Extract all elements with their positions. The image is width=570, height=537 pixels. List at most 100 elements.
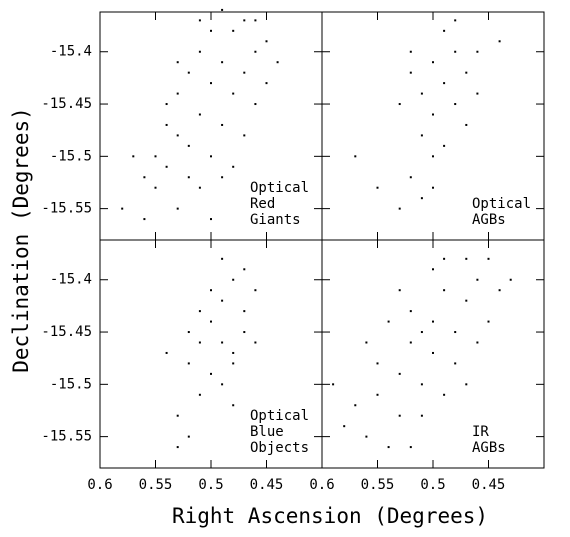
point (143, 176, 146, 179)
point (165, 165, 168, 168)
x-tick-label: 0.6 (87, 477, 112, 493)
point (454, 362, 457, 365)
point (176, 446, 179, 449)
point (409, 71, 412, 74)
point (420, 134, 423, 137)
point (387, 320, 390, 323)
point (221, 257, 224, 260)
panel-frame (321, 239, 545, 469)
point (432, 61, 434, 64)
point (210, 320, 212, 323)
x-tick-label: 0.5 (420, 477, 445, 493)
panel-frame (99, 239, 323, 469)
point (454, 50, 457, 53)
point (420, 331, 423, 334)
point (476, 341, 479, 344)
panel-label: Optical (250, 180, 309, 196)
point (476, 50, 479, 53)
point (232, 29, 235, 32)
y-tick-label: -15.5 (50, 376, 92, 392)
point (176, 134, 179, 137)
panel-label: IR (472, 424, 489, 440)
point (265, 82, 268, 85)
point (409, 176, 412, 179)
point (254, 19, 257, 22)
point (198, 393, 201, 396)
point (443, 393, 446, 396)
point (443, 144, 446, 147)
point (432, 320, 434, 323)
point (454, 331, 457, 334)
point (443, 257, 446, 260)
panel-label: AGBs (472, 440, 506, 456)
point (132, 155, 135, 158)
point (187, 176, 190, 179)
x-tick-label: 0.55 (361, 477, 395, 493)
point (365, 341, 368, 344)
point (432, 351, 434, 354)
point (343, 425, 346, 428)
x-tick-label: 0.55 (139, 477, 173, 493)
y-tick-label: -15.45 (41, 96, 92, 112)
point (420, 92, 423, 95)
point (198, 186, 201, 189)
point (254, 341, 257, 344)
point (232, 278, 235, 281)
point (243, 19, 246, 22)
point (498, 40, 501, 43)
point (365, 435, 368, 438)
point (398, 414, 401, 417)
point (432, 186, 434, 189)
point (198, 341, 201, 344)
point (432, 268, 434, 271)
point (465, 123, 468, 126)
point (221, 123, 224, 126)
point (210, 82, 212, 85)
point (420, 414, 423, 417)
point (176, 61, 179, 64)
point (376, 186, 379, 189)
point (398, 103, 401, 106)
point (187, 71, 190, 74)
point (232, 404, 235, 407)
point (409, 50, 412, 53)
point (210, 289, 212, 292)
point (332, 383, 335, 386)
point (443, 29, 446, 32)
point (187, 362, 190, 365)
point (121, 207, 124, 210)
y-tick-label: -15.45 (41, 324, 92, 340)
point (409, 446, 412, 449)
point (420, 197, 423, 200)
x-axis-label: Right Ascension (Degrees) (172, 504, 488, 528)
x-tick-label: 0.45 (472, 477, 506, 493)
point (376, 362, 379, 365)
point (487, 320, 490, 323)
point (187, 331, 190, 334)
x-tick-label: 0.45 (250, 477, 284, 493)
point (254, 289, 257, 292)
point (376, 393, 379, 396)
point (476, 278, 479, 281)
point (465, 71, 468, 74)
point (210, 372, 212, 375)
x-tick-label: 0.5 (198, 477, 223, 493)
point (210, 155, 212, 158)
y-tick-label: -15.55 (41, 201, 92, 217)
point (243, 268, 246, 271)
point (509, 278, 512, 281)
y-tick-label: -15.55 (41, 429, 92, 445)
point (210, 218, 212, 221)
point (387, 446, 390, 449)
panel-label: AGBs (472, 212, 506, 228)
point (221, 341, 224, 344)
point (243, 310, 246, 313)
point (454, 19, 457, 22)
point (487, 257, 490, 260)
point (243, 331, 246, 334)
y-tick-label: -15.4 (50, 272, 92, 288)
panel-label: Optical (250, 408, 309, 424)
panel-label: Blue (250, 424, 284, 440)
point (165, 123, 168, 126)
point (176, 414, 179, 417)
